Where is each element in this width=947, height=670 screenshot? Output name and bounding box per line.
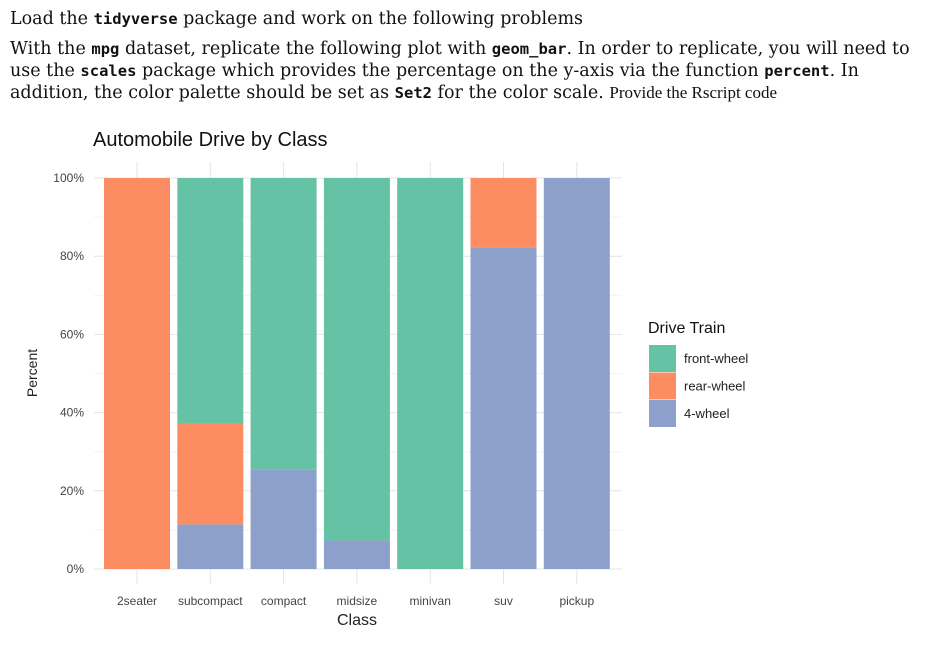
problem-text: . In addition, the color palette should …: [10, 61, 859, 103]
bar-segment-rear-wheel: [177, 423, 244, 525]
legend: Drive Train front-wheel rear-wheel 4-wheel: [648, 320, 748, 427]
code-set2: Set2: [394, 84, 432, 102]
legend-swatch-4-wheel: [649, 400, 676, 427]
problem-text-request: Provide the Rscript code: [609, 83, 778, 102]
bar-segment-4-wheel: [470, 247, 537, 569]
bar-segment-4-wheel: [543, 178, 610, 569]
bar-segment-front-wheel: [323, 178, 390, 541]
bars-layer: [104, 178, 610, 569]
x-axis-title: Class: [337, 612, 377, 629]
y-tick-label: 0%: [67, 562, 85, 576]
bar-segment-4-wheel: [177, 524, 244, 569]
y-tick-label: 80%: [60, 249, 84, 263]
problem-text: package which provides the percentage on…: [136, 61, 765, 81]
x-tick-label: minivan: [410, 594, 451, 608]
code-geom-bar: geom_bar: [491, 40, 567, 58]
bar-segment-rear-wheel: [104, 178, 170, 569]
intro-line: Load the tidyverse package and work on t…: [10, 8, 583, 30]
x-tick-label: pickup: [559, 594, 594, 608]
problem-text: dataset, replicate the following plot wi…: [119, 39, 492, 59]
legend-label: front-wheel: [684, 351, 748, 366]
problem-text: With the: [10, 39, 92, 59]
code-mpg: mpg: [91, 40, 120, 58]
intro-code-tidyverse: tidyverse: [93, 10, 178, 28]
bar-segment-front-wheel: [177, 178, 244, 424]
y-axis-title: Percent: [24, 349, 40, 397]
legend-label: rear-wheel: [684, 379, 746, 394]
y-tick-label: 100%: [53, 171, 84, 185]
x-tick-label: compact: [261, 594, 307, 608]
y-tick-label: 60%: [60, 327, 84, 341]
problem-text: . In order to replicate, you will need t…: [10, 39, 910, 81]
code-scales: scales: [80, 62, 137, 80]
x-tick-label: midsize: [337, 594, 378, 608]
y-tick-label: 20%: [60, 484, 84, 498]
problem-text: for the color scale.: [431, 83, 610, 103]
problem-paragraph: With the mpg dataset, replicate the foll…: [10, 38, 935, 104]
legend-title: Drive Train: [648, 320, 725, 337]
chart-title: Automobile Drive by Class: [93, 129, 328, 151]
bar-segment-rear-wheel: [470, 178, 537, 248]
bar-segment-4-wheel: [323, 540, 390, 569]
legend-swatch-rear-wheel: [649, 372, 676, 400]
intro-text-a: Load the: [10, 9, 94, 29]
y-tick-label: 40%: [60, 406, 84, 420]
legend-label: 4-wheel: [684, 406, 730, 421]
x-axis-tick-labels: 2seater subcompact compact midsize minivan su…: [117, 594, 594, 608]
bar-segment-front-wheel: [250, 178, 317, 470]
code-percent: percent: [764, 62, 830, 80]
bar-segment-front-wheel: [397, 178, 464, 569]
bar-segment-4-wheel: [250, 469, 317, 569]
legend-swatch-front-wheel: [649, 345, 676, 372]
intro-text-b: package and work on the following proble…: [177, 9, 584, 29]
x-tick-label: suv: [494, 594, 513, 608]
x-tick-label: subcompact: [178, 594, 243, 608]
x-tick-label: 2seater: [117, 594, 157, 608]
y-axis-tick-labels: 0% 20% 40% 60% 80% 100%: [53, 171, 84, 576]
